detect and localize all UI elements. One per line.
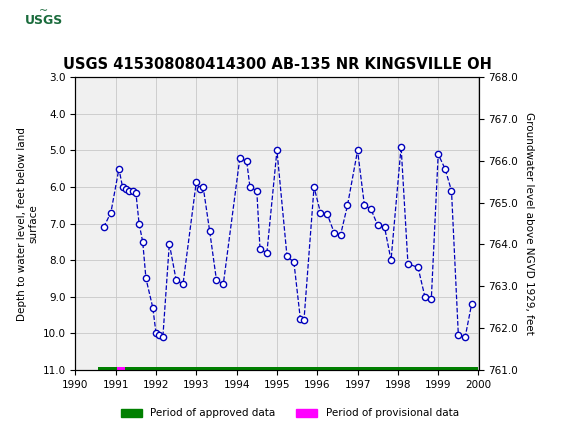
Legend: Period of approved data, Period of provisional data: Period of approved data, Period of provi… — [117, 404, 463, 423]
Title: USGS 415308080414300 AB-135 NR KINGSVILLE OH: USGS 415308080414300 AB-135 NR KINGSVILL… — [63, 57, 491, 72]
Bar — [125, 367, 478, 374]
Y-axis label: Depth to water level, feet below land
surface: Depth to water level, feet below land su… — [17, 127, 38, 320]
Bar — [117, 367, 125, 374]
Bar — [97, 367, 117, 374]
Bar — [6, 4, 81, 39]
Text: ~: ~ — [39, 6, 48, 16]
Text: USGS: USGS — [24, 14, 63, 27]
Y-axis label: Groundwater level above NGVD 1929, feet: Groundwater level above NGVD 1929, feet — [524, 112, 534, 335]
